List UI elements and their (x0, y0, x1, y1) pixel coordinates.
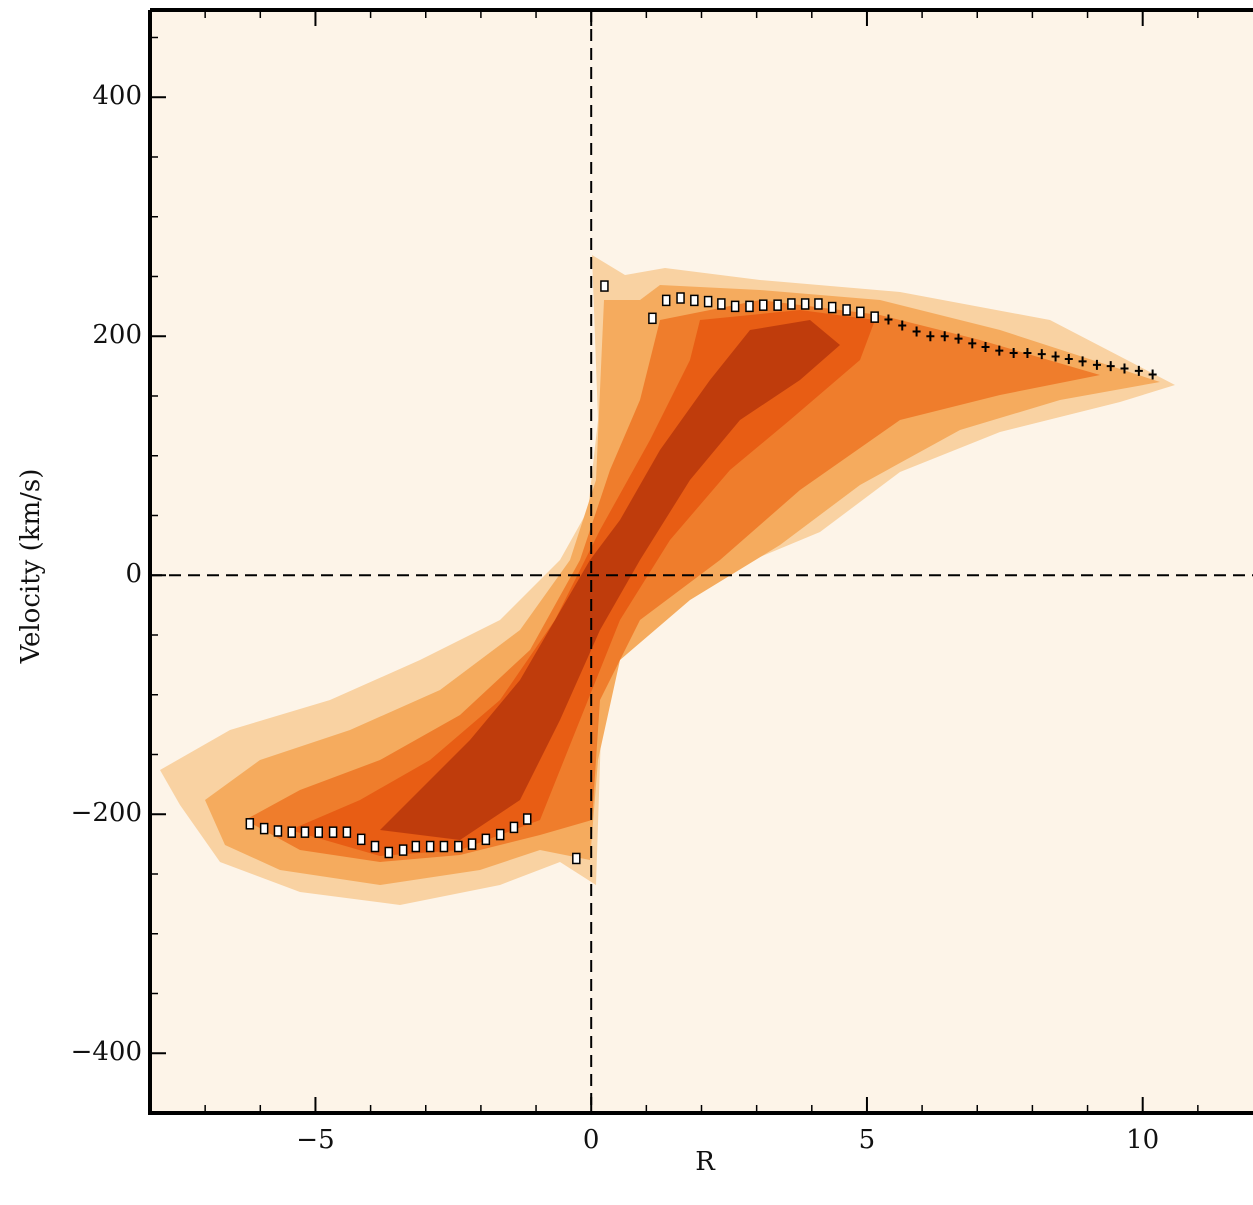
point (787, 298, 796, 310)
point (328, 826, 338, 838)
point (356, 833, 366, 846)
marks (245, 280, 1157, 865)
point (425, 840, 435, 853)
point (759, 299, 768, 311)
point (287, 826, 296, 838)
point (884, 314, 893, 325)
point (800, 298, 810, 310)
point (730, 300, 740, 313)
point (898, 320, 907, 331)
point (745, 300, 754, 313)
point (509, 821, 519, 834)
point (690, 294, 699, 307)
point (856, 306, 865, 319)
point (481, 833, 491, 846)
point (600, 280, 609, 292)
x-tick-label: 5 (859, 1125, 876, 1155)
point (995, 345, 1004, 356)
axis-frame (148, 8, 1253, 1115)
point (968, 338, 977, 349)
point (1023, 347, 1032, 358)
point (1120, 363, 1129, 374)
point (1009, 347, 1018, 358)
point (870, 311, 879, 323)
point (454, 840, 463, 853)
point (1037, 349, 1046, 360)
point (398, 844, 408, 856)
point (676, 292, 685, 304)
y-axis-label: Velocity (km/s) (16, 469, 46, 665)
emission-map (160, 255, 1175, 905)
x-axis-label: R (695, 1147, 716, 1177)
y-tick-label: 200 (92, 320, 142, 350)
point (572, 852, 581, 865)
point (273, 825, 283, 837)
x-tick-label: 10 (1126, 1125, 1159, 1155)
point (773, 299, 782, 311)
point (384, 846, 394, 859)
point (1078, 356, 1087, 367)
y-tick-label: 400 (92, 81, 142, 111)
point (648, 312, 657, 325)
point (1064, 353, 1073, 364)
ticks: −5 0 5 10 −400 −200 0 200 400 (71, 10, 1253, 1155)
point (926, 331, 935, 342)
point (411, 840, 421, 853)
point (827, 301, 837, 314)
y-tick-label: 0 (125, 559, 142, 589)
x-tick-label: −5 (296, 1125, 334, 1155)
point (661, 294, 671, 307)
point (1134, 365, 1143, 376)
point (439, 840, 449, 853)
y-tick-label: −400 (71, 1037, 142, 1067)
point (495, 828, 505, 841)
point (1092, 359, 1101, 370)
point (314, 826, 324, 838)
point (842, 304, 851, 316)
point (467, 838, 477, 850)
y-tick-label: −200 (71, 798, 142, 828)
point (940, 331, 949, 342)
point (245, 818, 255, 830)
point (259, 822, 269, 835)
point (522, 813, 532, 825)
point (954, 333, 963, 344)
point (814, 298, 823, 310)
x-tick-label: 0 (583, 1125, 600, 1155)
point (912, 326, 921, 337)
point (717, 298, 726, 310)
point (1106, 361, 1115, 372)
point (300, 826, 310, 838)
point (703, 295, 713, 308)
point (1148, 369, 1157, 380)
point (981, 341, 990, 352)
point (1051, 351, 1060, 362)
point (370, 840, 380, 853)
point (342, 826, 352, 838)
